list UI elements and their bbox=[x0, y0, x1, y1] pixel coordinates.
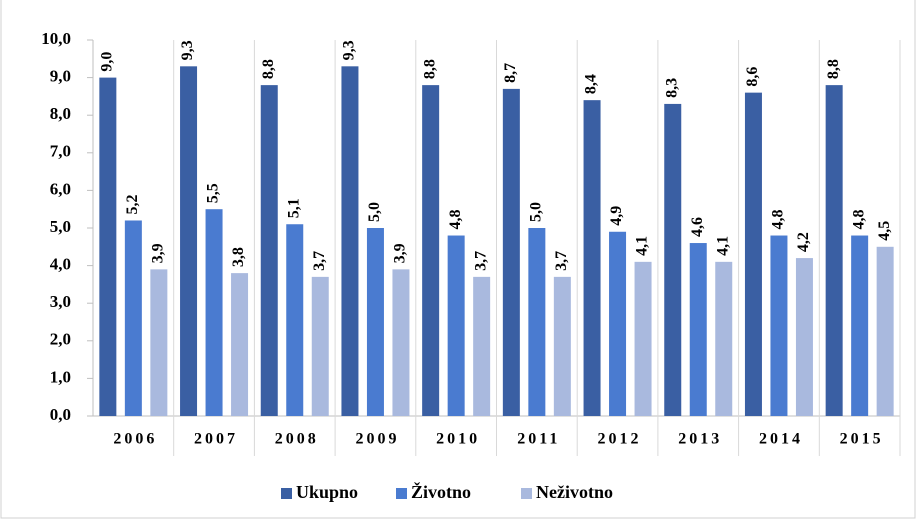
y-tick-label: 8,0 bbox=[50, 104, 71, 123]
bar bbox=[231, 273, 249, 416]
bar bbox=[664, 103, 682, 417]
bar bbox=[744, 92, 762, 416]
x-tick-label: 2009 bbox=[355, 431, 399, 448]
bar bbox=[150, 269, 168, 416]
value-label: 4,8 bbox=[850, 210, 867, 230]
legend-swatch bbox=[396, 488, 407, 499]
value-label: 3,9 bbox=[150, 243, 167, 263]
value-label: 3,7 bbox=[472, 251, 489, 271]
bar bbox=[99, 77, 117, 416]
x-tick-label: 2014 bbox=[759, 431, 803, 448]
bar bbox=[770, 235, 788, 416]
legend-swatch bbox=[521, 488, 532, 499]
value-label: 4,8 bbox=[447, 210, 464, 230]
legend-label: Ukupno bbox=[296, 482, 358, 502]
bar bbox=[447, 235, 465, 416]
bar bbox=[715, 261, 733, 416]
y-tick-label: 10,0 bbox=[41, 29, 71, 48]
x-tick-label: 2013 bbox=[678, 431, 722, 448]
value-label: 4,2 bbox=[795, 232, 812, 252]
bar bbox=[795, 258, 813, 416]
value-label: 8,7 bbox=[502, 63, 519, 83]
value-label: 8,6 bbox=[744, 67, 761, 87]
value-label: 4,1 bbox=[634, 236, 651, 256]
bar bbox=[260, 85, 278, 417]
bar bbox=[180, 66, 198, 416]
y-tick-label: 2,0 bbox=[50, 330, 71, 349]
bar bbox=[366, 228, 384, 416]
bar bbox=[876, 246, 894, 416]
value-label: 5,0 bbox=[528, 202, 545, 222]
legend-label: Neživotno bbox=[536, 482, 613, 502]
value-label: 3,7 bbox=[553, 251, 570, 271]
value-label: 4,9 bbox=[608, 206, 625, 226]
value-label: 5,0 bbox=[366, 202, 383, 222]
bar bbox=[473, 276, 491, 416]
x-tick-label: 2010 bbox=[436, 431, 480, 448]
y-tick-label: 5,0 bbox=[50, 217, 71, 236]
value-label: 4,1 bbox=[714, 236, 731, 256]
value-label: 9,0 bbox=[99, 52, 116, 72]
value-label: 8,8 bbox=[421, 59, 438, 79]
bar bbox=[341, 66, 359, 416]
value-label: 4,5 bbox=[876, 221, 893, 241]
x-tick-label: 2015 bbox=[840, 431, 884, 448]
bar bbox=[634, 261, 652, 416]
value-label: 3,7 bbox=[311, 251, 328, 271]
bar bbox=[689, 243, 707, 416]
value-label: 8,8 bbox=[825, 59, 842, 79]
bar bbox=[422, 85, 440, 417]
x-tick-label: 2011 bbox=[517, 431, 560, 448]
value-label: 4,8 bbox=[770, 210, 787, 230]
bar bbox=[124, 220, 142, 416]
x-tick-label: 2006 bbox=[113, 431, 157, 448]
bar bbox=[205, 209, 223, 416]
bar bbox=[311, 276, 329, 416]
y-tick-label: 7,0 bbox=[50, 142, 71, 161]
bar bbox=[851, 235, 869, 416]
y-tick-label: 9,0 bbox=[50, 67, 71, 86]
value-label: 8,8 bbox=[260, 59, 277, 79]
x-tick-label: 2012 bbox=[598, 431, 642, 448]
value-label: 4,6 bbox=[689, 217, 706, 237]
bar bbox=[286, 224, 304, 416]
y-tick-label: 6,0 bbox=[50, 179, 71, 198]
legend-label: Životno bbox=[411, 481, 471, 502]
x-tick-label: 2007 bbox=[194, 431, 238, 448]
value-label: 9,3 bbox=[341, 40, 358, 60]
bar bbox=[502, 88, 520, 416]
y-tick-label: 3,0 bbox=[50, 292, 71, 311]
bar bbox=[825, 85, 843, 417]
value-label: 5,1 bbox=[285, 198, 302, 218]
legend-swatch bbox=[281, 488, 292, 499]
y-tick-label: 4,0 bbox=[50, 255, 71, 274]
value-label: 5,2 bbox=[124, 194, 141, 214]
y-tick-label: 0,0 bbox=[50, 405, 71, 424]
bar bbox=[583, 100, 601, 416]
y-tick-label: 1,0 bbox=[50, 367, 71, 386]
bar bbox=[609, 231, 627, 416]
x-tick-label: 2008 bbox=[275, 431, 319, 448]
bar bbox=[392, 269, 410, 416]
value-label: 5,5 bbox=[205, 183, 222, 203]
value-label: 8,4 bbox=[583, 74, 600, 94]
value-label: 9,3 bbox=[179, 40, 196, 60]
bar bbox=[553, 276, 571, 416]
value-label: 8,3 bbox=[663, 78, 680, 98]
value-label: 3,8 bbox=[230, 247, 247, 267]
bar bbox=[528, 228, 546, 416]
value-label: 3,9 bbox=[392, 243, 409, 263]
